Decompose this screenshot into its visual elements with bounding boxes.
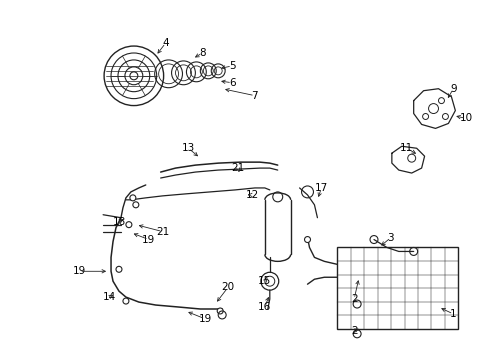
Text: 19: 19 — [142, 234, 155, 244]
Text: 21: 21 — [156, 226, 169, 237]
Circle shape — [133, 202, 139, 208]
Text: 2: 2 — [350, 326, 357, 336]
Circle shape — [122, 298, 129, 304]
Circle shape — [130, 195, 136, 201]
Text: 13: 13 — [182, 143, 195, 153]
Text: 6: 6 — [228, 78, 235, 88]
Circle shape — [116, 266, 122, 272]
Circle shape — [304, 237, 310, 243]
Text: 8: 8 — [199, 48, 205, 58]
Text: 7: 7 — [251, 91, 258, 101]
Text: 1: 1 — [449, 309, 456, 319]
Text: 5: 5 — [228, 61, 235, 71]
Circle shape — [126, 222, 132, 228]
Text: 21: 21 — [231, 163, 244, 173]
Text: 2: 2 — [350, 294, 357, 304]
Text: 14: 14 — [102, 292, 116, 302]
Text: 16: 16 — [258, 302, 271, 312]
Text: 3: 3 — [387, 233, 393, 243]
Bar — [337, 247, 457, 329]
Text: 15: 15 — [258, 276, 271, 286]
Text: 11: 11 — [399, 143, 412, 153]
Text: 19: 19 — [73, 266, 86, 276]
Text: 18: 18 — [112, 217, 125, 227]
Text: 12: 12 — [245, 190, 258, 200]
Text: 19: 19 — [198, 314, 211, 324]
Text: 9: 9 — [449, 84, 456, 94]
Text: 17: 17 — [314, 183, 327, 193]
Circle shape — [217, 308, 223, 314]
Text: 20: 20 — [221, 282, 234, 292]
Text: 10: 10 — [459, 113, 472, 123]
Text: 4: 4 — [162, 38, 168, 48]
